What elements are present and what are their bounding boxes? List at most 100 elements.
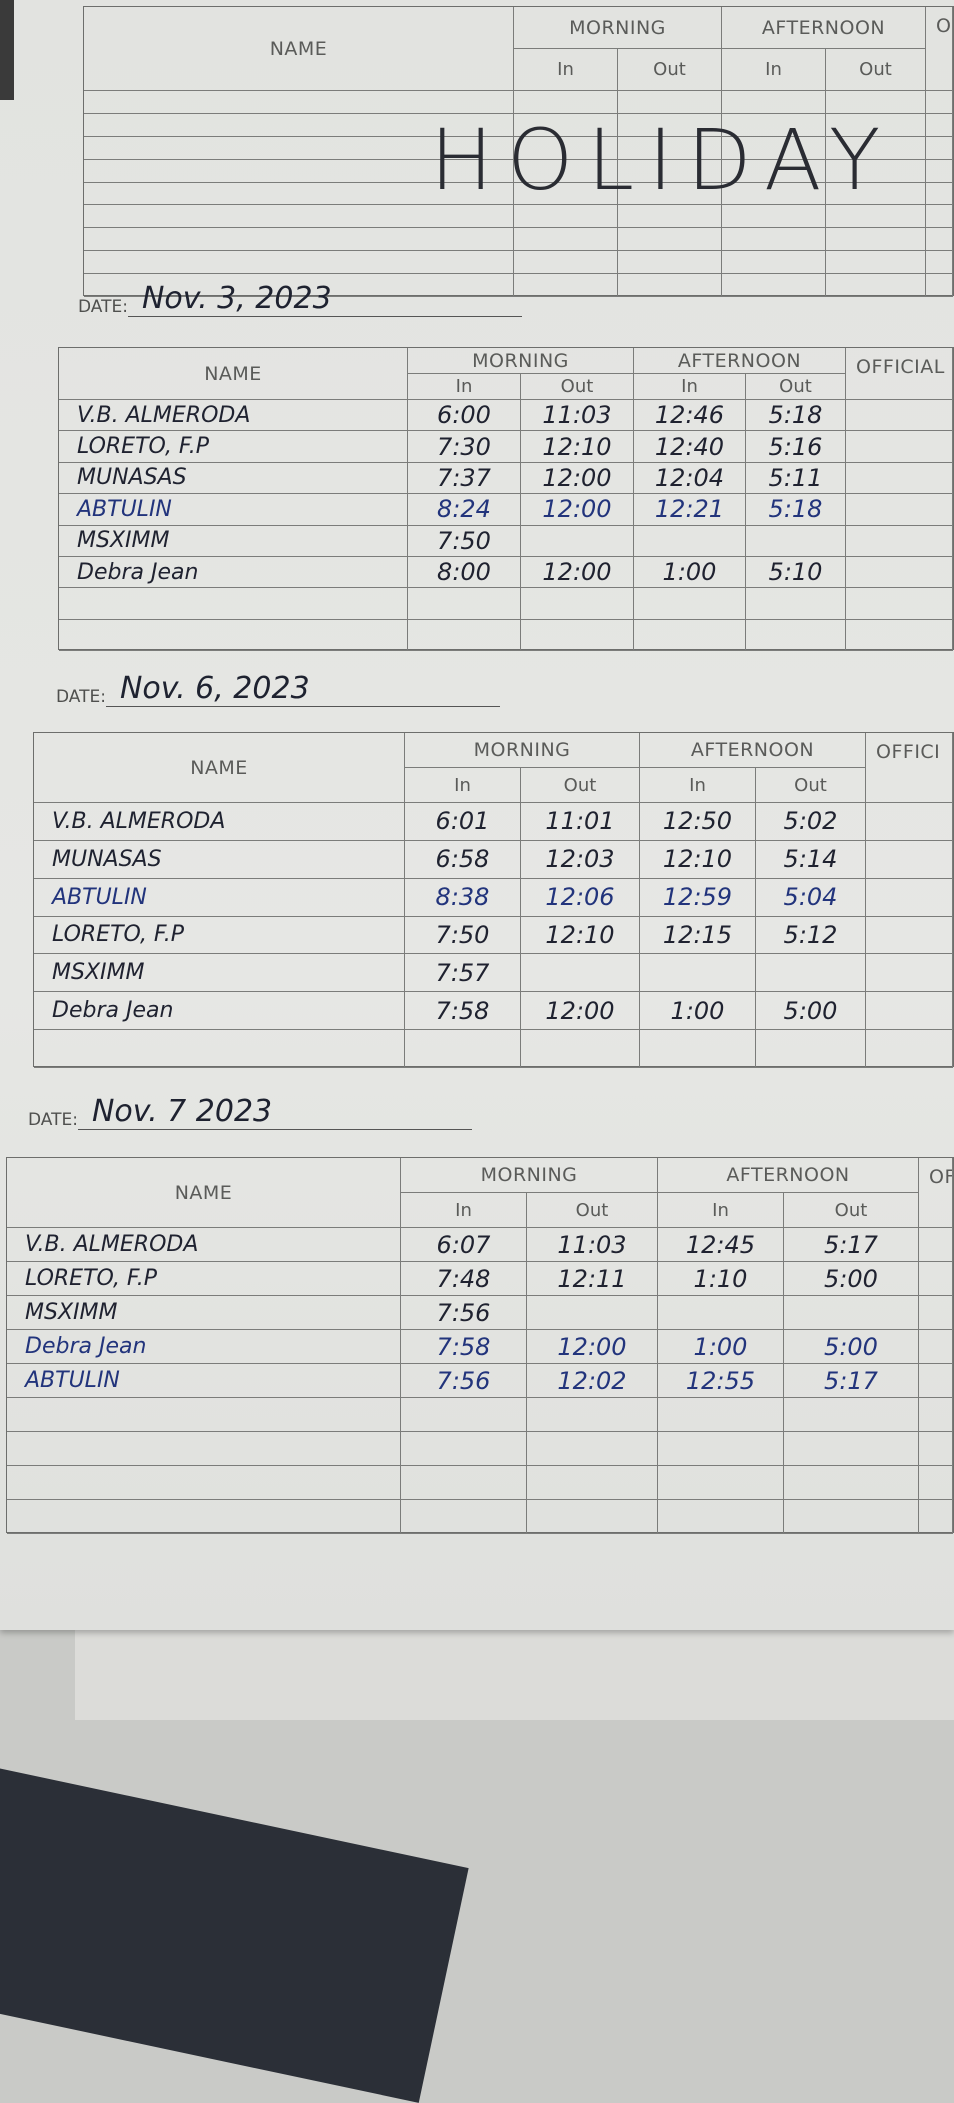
time-cell-pm-out — [746, 525, 846, 557]
name-cell: V.B. ALMERODA — [34, 803, 405, 841]
time-cell-am-out — [521, 954, 640, 993]
time-cell-pm-in — [658, 1466, 784, 1500]
name-cell — [7, 1432, 401, 1466]
time-cell-pm-in: 1:00 — [658, 1330, 784, 1364]
time-cell-pm-in: 12:46 — [634, 400, 746, 432]
afternoon-header: AFTERNOON — [634, 348, 846, 374]
time-cell-pm-in — [634, 588, 746, 620]
date-label: DATE: — [56, 687, 106, 707]
morning-header: MORNING — [401, 1158, 658, 1193]
official-cell — [926, 159, 953, 183]
date-value: Nov. 6, 2023 — [105, 672, 500, 707]
time-cell-am-out — [618, 136, 722, 160]
time-cell-pm-in: 12:55 — [658, 1364, 784, 1398]
time-cell-pm-in — [640, 954, 756, 993]
time-cell-pm-out — [784, 1398, 919, 1432]
time-cell-am-out — [618, 251, 722, 274]
attendance-table-3: NAMEMORNINGAFTERNOONOFFInOutInOutV.B. AL… — [6, 1157, 954, 1534]
name-cell: LORETO, F.P — [34, 916, 405, 955]
official-cell — [926, 274, 953, 297]
official-cell — [866, 992, 953, 1031]
time-cell-pm-out: 5:17 — [784, 1228, 919, 1262]
time-cell-am-in — [514, 136, 618, 160]
name-cell — [84, 205, 514, 229]
time-cell-am-in — [514, 274, 618, 297]
name-header: NAME — [84, 7, 514, 91]
time-cell-am-out: 12:03 — [521, 840, 640, 879]
official-cell — [846, 619, 953, 651]
time-cell-pm-out — [756, 1030, 866, 1068]
time-cell-am-out: 12:02 — [527, 1364, 658, 1398]
name-cell — [84, 159, 514, 183]
name-cell — [84, 136, 514, 160]
official-cell — [919, 1432, 953, 1466]
name-cell — [34, 1030, 405, 1068]
name-cell: ABTULIN — [59, 494, 408, 526]
official-cell — [926, 91, 953, 114]
name-cell: LORETO, F.P — [59, 431, 408, 463]
time-cell-pm-in: 1:00 — [634, 556, 746, 589]
time-cell-am-in: 8:38 — [405, 878, 521, 917]
official-header: OFFICI — [866, 733, 953, 803]
time-cell-pm-in: 12:21 — [634, 494, 746, 526]
time-cell-am-in — [401, 1466, 527, 1500]
time-cell-am-out: 12:06 — [521, 878, 640, 917]
name-cell: LORETO, F.P — [7, 1262, 401, 1296]
time-cell-pm-out — [826, 159, 926, 183]
name-cell: MSXIMM — [7, 1296, 401, 1330]
date-field: DATE: Nov. 6, 2023 — [56, 672, 500, 707]
morning-header: MORNING — [408, 348, 634, 374]
name-cell: MSXIMM — [59, 525, 408, 557]
time-cell-pm-in: 12:15 — [640, 916, 756, 955]
time-cell-am-in: 7:57 — [405, 954, 521, 993]
official-cell — [866, 878, 953, 917]
time-cell-pm-in — [634, 525, 746, 557]
time-cell-pm-out — [826, 91, 926, 114]
name-cell: V.B. ALMERODA — [7, 1228, 401, 1262]
time-cell-am-in: 8:24 — [408, 494, 521, 526]
time-cell-pm-in — [722, 136, 826, 160]
time-cell-pm-out — [756, 954, 866, 993]
time-cell-am-out — [618, 228, 722, 252]
name-cell: V.B. ALMERODA — [59, 400, 408, 432]
time-cell-pm-in: 12:10 — [640, 840, 756, 879]
time-cell-am-in: 7:30 — [408, 431, 521, 463]
official-header: OFFICIAL TRA — [926, 7, 953, 91]
time-cell-pm-in — [722, 274, 826, 297]
holiday-annotation: HOLIDAY — [430, 111, 895, 209]
name-header: NAME — [34, 733, 405, 803]
time-cell-pm-in: 12:04 — [634, 462, 746, 495]
subheader-afternoon-out: Out — [756, 768, 866, 803]
time-cell-am-out — [527, 1466, 658, 1500]
time-cell-pm-in: 12:59 — [640, 878, 756, 917]
time-cell-pm-out — [746, 588, 846, 620]
time-cell-am-in — [514, 113, 618, 137]
time-cell-am-in — [401, 1500, 527, 1534]
official-header: OFF — [919, 1158, 953, 1228]
time-cell-am-out: 11:03 — [521, 400, 634, 432]
time-cell-am-in: 7:48 — [401, 1262, 527, 1296]
name-cell — [84, 113, 514, 137]
subheader-afternoon-in: In — [634, 374, 746, 400]
morning-header: MORNING — [514, 7, 722, 49]
time-cell-pm-in — [722, 205, 826, 229]
time-cell-pm-in — [658, 1296, 784, 1330]
afternoon-header: AFTERNOON — [658, 1158, 919, 1193]
time-cell-pm-in — [640, 1030, 756, 1068]
name-cell: Debra Jean — [34, 992, 405, 1031]
official-cell — [919, 1398, 953, 1432]
official-cell — [846, 556, 953, 589]
time-cell-am-in: 7:50 — [408, 525, 521, 557]
page-edge — [0, 0, 14, 100]
time-cell-am-in: 7:58 — [405, 992, 521, 1031]
time-cell-am-out — [521, 525, 634, 557]
time-cell-pm-in — [722, 159, 826, 183]
afternoon-header: AFTERNOON — [640, 733, 866, 768]
time-cell-am-in — [514, 251, 618, 274]
time-cell-am-in — [514, 182, 618, 206]
time-cell-am-out: 12:00 — [521, 556, 634, 589]
time-cell-pm-in — [658, 1432, 784, 1466]
name-cell: ABTULIN — [34, 878, 405, 917]
name-cell: MUNASAS — [59, 462, 408, 495]
subheader-morning-out: Out — [527, 1193, 658, 1228]
